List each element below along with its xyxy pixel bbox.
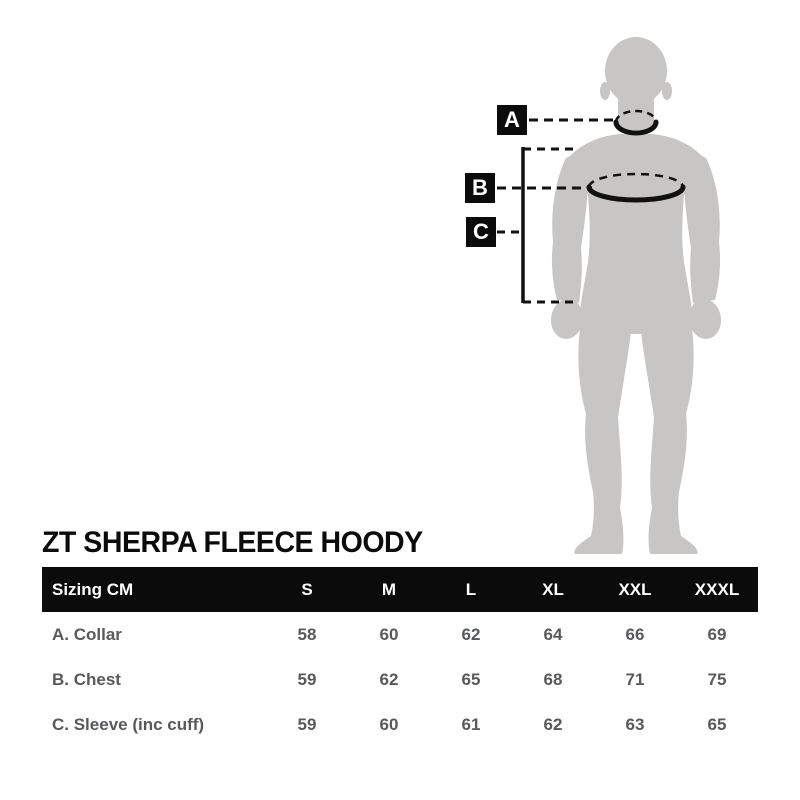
row-value: 63 bbox=[625, 714, 645, 734]
silhouette-head bbox=[605, 37, 667, 105]
row-value: 69 bbox=[707, 624, 727, 644]
size-col-header-l: L bbox=[465, 579, 477, 599]
row-value: 62 bbox=[461, 624, 481, 644]
collar-ellipse-bottom bbox=[613, 119, 659, 136]
row-value: 60 bbox=[379, 624, 399, 644]
chest-ellipse-top bbox=[587, 172, 685, 188]
silhouette-ear-left bbox=[600, 82, 610, 100]
silhouette-torso bbox=[559, 134, 713, 334]
row-value: 58 bbox=[297, 624, 317, 644]
table-row-collar: A. Collar 58 60 62 64 66 69 bbox=[42, 612, 758, 657]
row-label: A. Collar bbox=[52, 624, 122, 644]
row-value: 62 bbox=[379, 669, 399, 689]
size-col-header-m: M bbox=[381, 579, 397, 599]
row-value: 65 bbox=[707, 714, 727, 734]
silhouette-leg-right bbox=[641, 328, 698, 554]
size-table-header-row: Sizing CM S M L XL XXL XXXL bbox=[42, 567, 758, 612]
size-col-header-xxl: XXL bbox=[618, 579, 652, 599]
size-col-header-xl: XL bbox=[542, 579, 564, 599]
row-value: 60 bbox=[379, 714, 399, 734]
silhouette-hand-right bbox=[688, 299, 722, 339]
chest-ellipse-bottom bbox=[586, 184, 686, 203]
silhouette-leg-left bbox=[574, 328, 631, 554]
table-row-sleeve: C. Sleeve (inc cuff) 59 60 61 62 63 65 bbox=[42, 702, 758, 747]
marker-b-chest: B bbox=[465, 173, 495, 203]
row-label: B. Chest bbox=[52, 669, 121, 689]
collar-ellipse-top bbox=[614, 109, 658, 123]
silhouette-ear-right bbox=[662, 82, 672, 100]
row-value: 65 bbox=[461, 669, 481, 689]
row-label: C. Sleeve (inc cuff) bbox=[52, 714, 205, 734]
row-value: 71 bbox=[625, 669, 645, 689]
size-col-header-xxxl: XXXL bbox=[694, 579, 740, 599]
silhouette-hand-left bbox=[550, 299, 584, 339]
size-col-header-s: S bbox=[301, 579, 313, 599]
measurement-marks bbox=[497, 109, 686, 304]
size-table: Sizing CM S M L XL XXL XXXL A. Collar 58… bbox=[42, 567, 758, 747]
row-value: 75 bbox=[707, 669, 727, 689]
row-value: 61 bbox=[461, 714, 481, 734]
size-table-corner-label: Sizing CM bbox=[52, 579, 134, 599]
row-value: 59 bbox=[297, 669, 317, 689]
row-value: 64 bbox=[543, 624, 563, 644]
row-value: 59 bbox=[297, 714, 317, 734]
table-row-chest: B. Chest 59 62 65 68 71 75 bbox=[42, 657, 758, 702]
body-silhouette bbox=[550, 37, 722, 554]
product-title: ZT SHERPA FLEECE HOODY bbox=[42, 526, 423, 560]
marker-a-collar: A bbox=[497, 105, 527, 135]
marker-c-sleeve: C bbox=[466, 217, 496, 247]
silhouette-arm-right bbox=[684, 152, 721, 303]
silhouette-arm-left bbox=[551, 152, 588, 303]
row-value: 66 bbox=[625, 624, 645, 644]
row-value: 68 bbox=[543, 669, 563, 689]
row-value: 62 bbox=[543, 714, 563, 734]
